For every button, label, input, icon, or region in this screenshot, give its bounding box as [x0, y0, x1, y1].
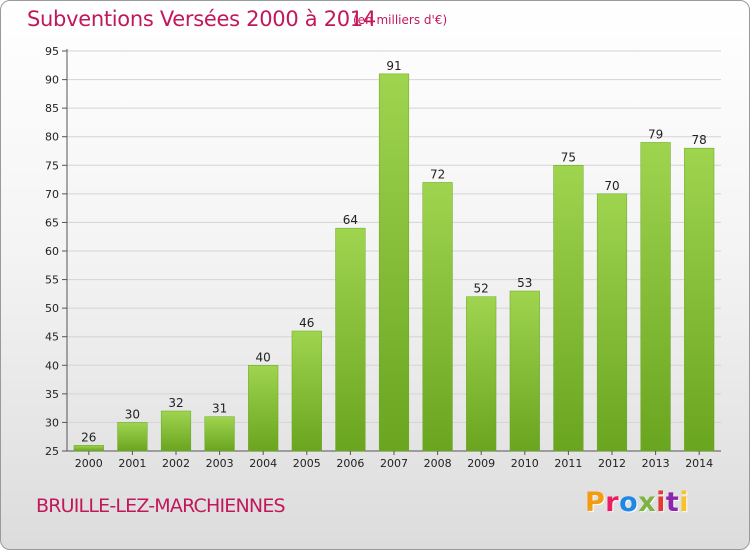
- y-tick-label: 90: [45, 74, 59, 87]
- bar-2013: [640, 142, 671, 452]
- y-tick-label: 70: [45, 188, 59, 201]
- x-tick-label-2005: 2005: [293, 457, 321, 470]
- data-label-2009: 52: [474, 282, 489, 296]
- data-label-2002: 32: [168, 396, 183, 410]
- data-label-2003: 31: [212, 402, 227, 416]
- data-label-2000: 26: [81, 430, 96, 444]
- y-tick-label: 50: [45, 302, 59, 315]
- data-label-2006: 64: [343, 213, 358, 227]
- x-tick-label-2004: 2004: [249, 457, 277, 470]
- bar-2005: [291, 330, 322, 452]
- bar-2006: [335, 227, 366, 452]
- x-tick-label-2002: 2002: [162, 457, 190, 470]
- bar-2008: [422, 182, 453, 452]
- y-tick-label: 85: [45, 102, 59, 115]
- logo-letter: o: [619, 487, 639, 518]
- bar-2003: [204, 416, 235, 452]
- bar-2009: [466, 296, 497, 452]
- x-tick-label-2012: 2012: [598, 457, 626, 470]
- logo-letter: P: [585, 487, 606, 518]
- logo-letter: i: [679, 487, 690, 518]
- bar-2000: [73, 445, 104, 452]
- bar-2012: [596, 193, 628, 452]
- y-tick-label: 25: [45, 445, 59, 458]
- data-label-2004: 40: [256, 350, 271, 364]
- commune-name: BRUILLE-LEZ-MARCHIENNES: [36, 495, 286, 517]
- y-tick-label: 65: [45, 216, 59, 229]
- y-tick-label: 40: [45, 359, 59, 372]
- y-tick-label: 60: [45, 245, 59, 258]
- x-tick-label-2000: 2000: [75, 457, 103, 470]
- chart-title: Subventions Versées 2000 à 2014: [27, 7, 376, 31]
- logo-letter: t: [665, 487, 680, 518]
- x-tick-label-2008: 2008: [424, 457, 452, 470]
- logo-letter: x: [638, 487, 657, 518]
- x-tick-label-2011: 2011: [554, 457, 582, 470]
- bars: [73, 73, 715, 452]
- y-tick-label: 75: [45, 159, 59, 172]
- data-label-2007: 91: [386, 59, 401, 73]
- bar-2001: [117, 422, 148, 452]
- data-labels: 26 30 32 31 40 46 64 91 72 52 53 75 70 79 78: [81, 59, 707, 444]
- x-tick-label-2014: 2014: [685, 457, 713, 470]
- y-tick-label: 80: [45, 131, 59, 144]
- y-tick-label: 45: [45, 331, 59, 344]
- logo-letter: i: [656, 487, 666, 518]
- chart-subtitle: (en milliers d'€): [353, 13, 448, 27]
- data-label-2005: 46: [299, 316, 314, 330]
- proxiti-logo[interactable]: Proxiti: [585, 487, 689, 518]
- bar-2014: [684, 147, 715, 452]
- data-label-2010: 53: [517, 276, 532, 290]
- bar-2007: [378, 73, 410, 452]
- y-tick-label: 55: [45, 274, 59, 287]
- y-tick-label: 30: [45, 416, 59, 429]
- y-tick-labels: 25 30 35 40 45 50 55 60 65 70 75 80 85 90 95: [45, 45, 59, 458]
- x-tick-labels: 2000 2001 2002 2003 2004 2005 2006 2007 2008 2009…: [75, 451, 713, 470]
- x-tick-label-2007: 2007: [380, 457, 408, 470]
- data-label-2013: 79: [648, 127, 663, 141]
- bar-2011: [553, 165, 584, 452]
- x-tick-label-2013: 2013: [642, 457, 670, 470]
- x-tick-label-2009: 2009: [467, 457, 495, 470]
- y-tick-label: 95: [45, 45, 59, 58]
- data-label-2008: 72: [430, 167, 445, 181]
- x-tick-label-2003: 2003: [206, 457, 234, 470]
- data-label-2011: 75: [561, 150, 576, 164]
- x-tick-label-2010: 2010: [511, 457, 539, 470]
- bar-2010: [509, 290, 540, 452]
- y-tick-label: 35: [45, 388, 59, 401]
- x-tick-label-2001: 2001: [118, 457, 146, 470]
- data-label-2001: 30: [125, 407, 140, 421]
- data-label-2014: 78: [692, 133, 707, 147]
- logo-letter: r: [605, 487, 620, 518]
- x-tick-label-2006: 2006: [336, 457, 364, 470]
- bar-2004: [248, 365, 279, 452]
- data-label-2012: 70: [604, 179, 619, 193]
- bar-2002: [160, 410, 192, 452]
